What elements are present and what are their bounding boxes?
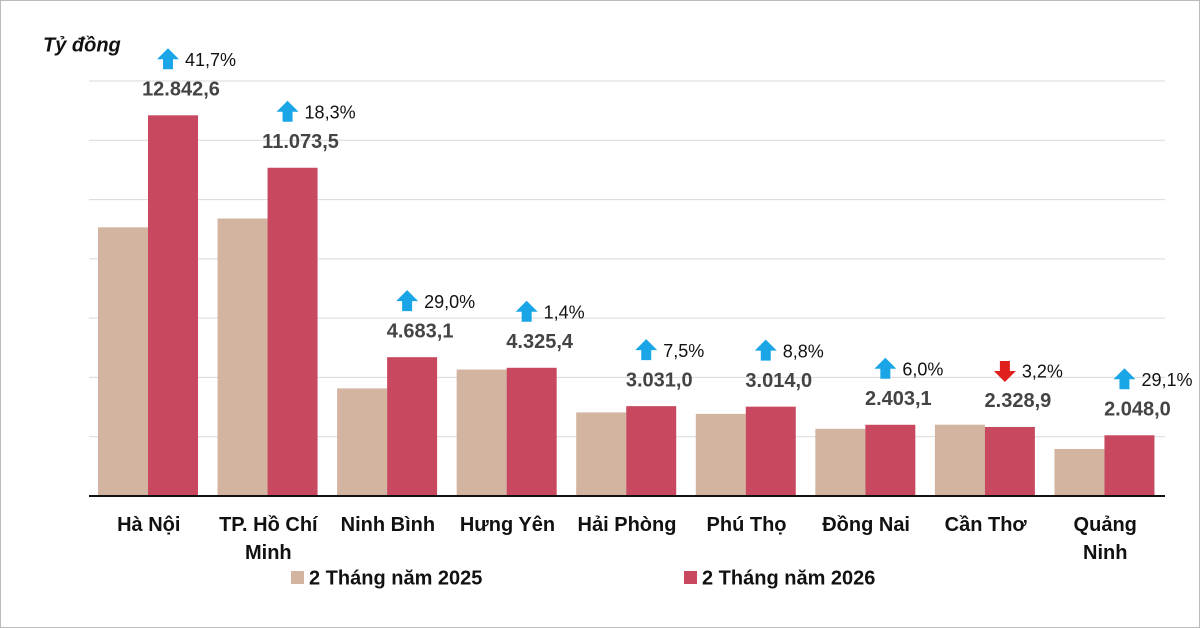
change-label: 3,2%: [1022, 362, 1063, 382]
x-tick-label: Phú Thọ: [706, 514, 787, 536]
value-label: 12.842,6: [142, 79, 220, 101]
legend-label: 2 Tháng năm 2026: [702, 567, 875, 589]
x-tick-label: TP. Hồ Chí Minh: [219, 514, 318, 564]
x-tick-label: Ninh Bình: [340, 514, 436, 536]
change-arrow: [396, 290, 419, 312]
bar: [148, 115, 198, 496]
bar: [267, 167, 318, 496]
value-label: 2.328,9: [985, 390, 1052, 412]
change-label: 6,0%: [902, 360, 943, 380]
bar: [98, 227, 148, 496]
legend-label: 2 Tháng năm 2025: [309, 567, 482, 589]
bar: [456, 369, 507, 496]
x-tick-label: Quảng Ninh: [1073, 514, 1137, 564]
change-arrow: [993, 360, 1016, 382]
change-arrow: [1113, 368, 1136, 390]
value-label: 11.073,5: [262, 131, 339, 153]
x-tick-label: Hà Nội: [117, 514, 181, 536]
bar: [865, 424, 916, 496]
value-label: 3.014,0: [745, 370, 812, 392]
bar: [1054, 448, 1105, 496]
change-label: 1,4%: [544, 303, 585, 323]
value-label: 3.031,0: [626, 369, 693, 391]
bar: [576, 412, 627, 496]
change-arrow: [874, 357, 897, 379]
x-tick-label: Hải Phòng: [577, 514, 677, 536]
change-arrow: [515, 300, 538, 322]
change-label: 7,5%: [663, 341, 704, 361]
x-tick-label: Đồng Nai: [822, 514, 910, 536]
bar: [506, 367, 557, 496]
bar: [337, 388, 388, 496]
legend-swatch: [684, 571, 697, 584]
bar: [745, 406, 796, 496]
change-arrow: [157, 48, 179, 70]
change-label: 41,7%: [185, 50, 236, 70]
change-arrow: [635, 339, 658, 361]
bar: [626, 406, 677, 496]
change-arrow: [276, 100, 299, 122]
bar: [984, 426, 1035, 496]
bar: [1104, 435, 1155, 496]
bar: [695, 413, 746, 496]
y-axis-label: Tỷ đồng: [43, 34, 121, 56]
change-label: 29,1%: [1141, 370, 1192, 390]
x-tick-label: Hưng Yên: [459, 514, 556, 536]
value-label: 2.048,0: [1104, 399, 1171, 421]
change-arrow: [754, 339, 777, 361]
bar: [387, 357, 438, 496]
value-label: 4.683,1: [387, 320, 454, 342]
value-label: 4.325,4: [506, 331, 574, 353]
x-tick-label: Cần Thơ: [944, 514, 1027, 536]
value-label: 2.403,1: [865, 388, 932, 410]
bar: [815, 428, 866, 496]
legend-swatch: [291, 571, 304, 584]
bar: [217, 218, 268, 496]
change-label: 18,3%: [305, 102, 356, 122]
change-label: 29,0%: [424, 292, 475, 312]
bar: [934, 424, 985, 496]
change-label: 8,8%: [783, 341, 824, 361]
